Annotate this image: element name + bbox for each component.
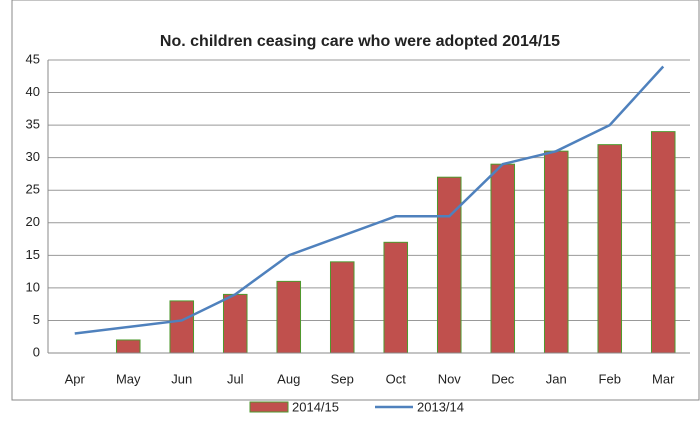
x-tick-label: Jun: [171, 371, 192, 386]
chart-title: No. children ceasing care who were adopt…: [160, 33, 560, 50]
legend-label: 2014/15: [292, 399, 339, 414]
line: [74, 65, 665, 335]
y-tick-label: 10: [26, 279, 40, 294]
bar: [329, 261, 355, 354]
y-tick-label: 15: [26, 247, 40, 262]
bar: [650, 131, 676, 354]
bar: [436, 176, 462, 354]
x-tick-label: Oct: [386, 371, 407, 386]
bar: [169, 300, 195, 354]
y-tick-label: 45: [26, 51, 40, 66]
bar: [276, 280, 302, 354]
y-tick-label: 20: [26, 214, 40, 229]
bar: [222, 293, 248, 354]
bar: [490, 163, 516, 354]
x-tick-label: Aug: [277, 371, 300, 386]
bar: [383, 241, 409, 354]
y-tick-label: 40: [26, 84, 40, 99]
y-tick-label: 35: [26, 117, 40, 132]
x-tick-label: Jul: [227, 371, 244, 386]
x-tick-label: Jan: [546, 371, 567, 386]
bar: [115, 339, 141, 354]
legend-swatch: [249, 401, 289, 413]
x-tick-label: Nov: [438, 371, 462, 386]
legend-label: 2013/14: [417, 399, 464, 414]
x-tick-label: May: [116, 371, 141, 386]
x-tick-label: Mar: [652, 371, 675, 386]
y-tick-label: 0: [33, 344, 40, 359]
y-tick-label: 30: [26, 149, 40, 164]
bar: [597, 144, 623, 354]
bar: [543, 150, 569, 354]
x-tick-label: Sep: [331, 371, 354, 386]
chart-frame: [11, 0, 700, 401]
x-tick-label: Apr: [65, 371, 86, 386]
y-tick-label: 5: [33, 312, 40, 327]
x-tick-label: Feb: [599, 371, 621, 386]
x-tick-label: Dec: [491, 371, 515, 386]
y-tick-label: 25: [26, 182, 40, 197]
